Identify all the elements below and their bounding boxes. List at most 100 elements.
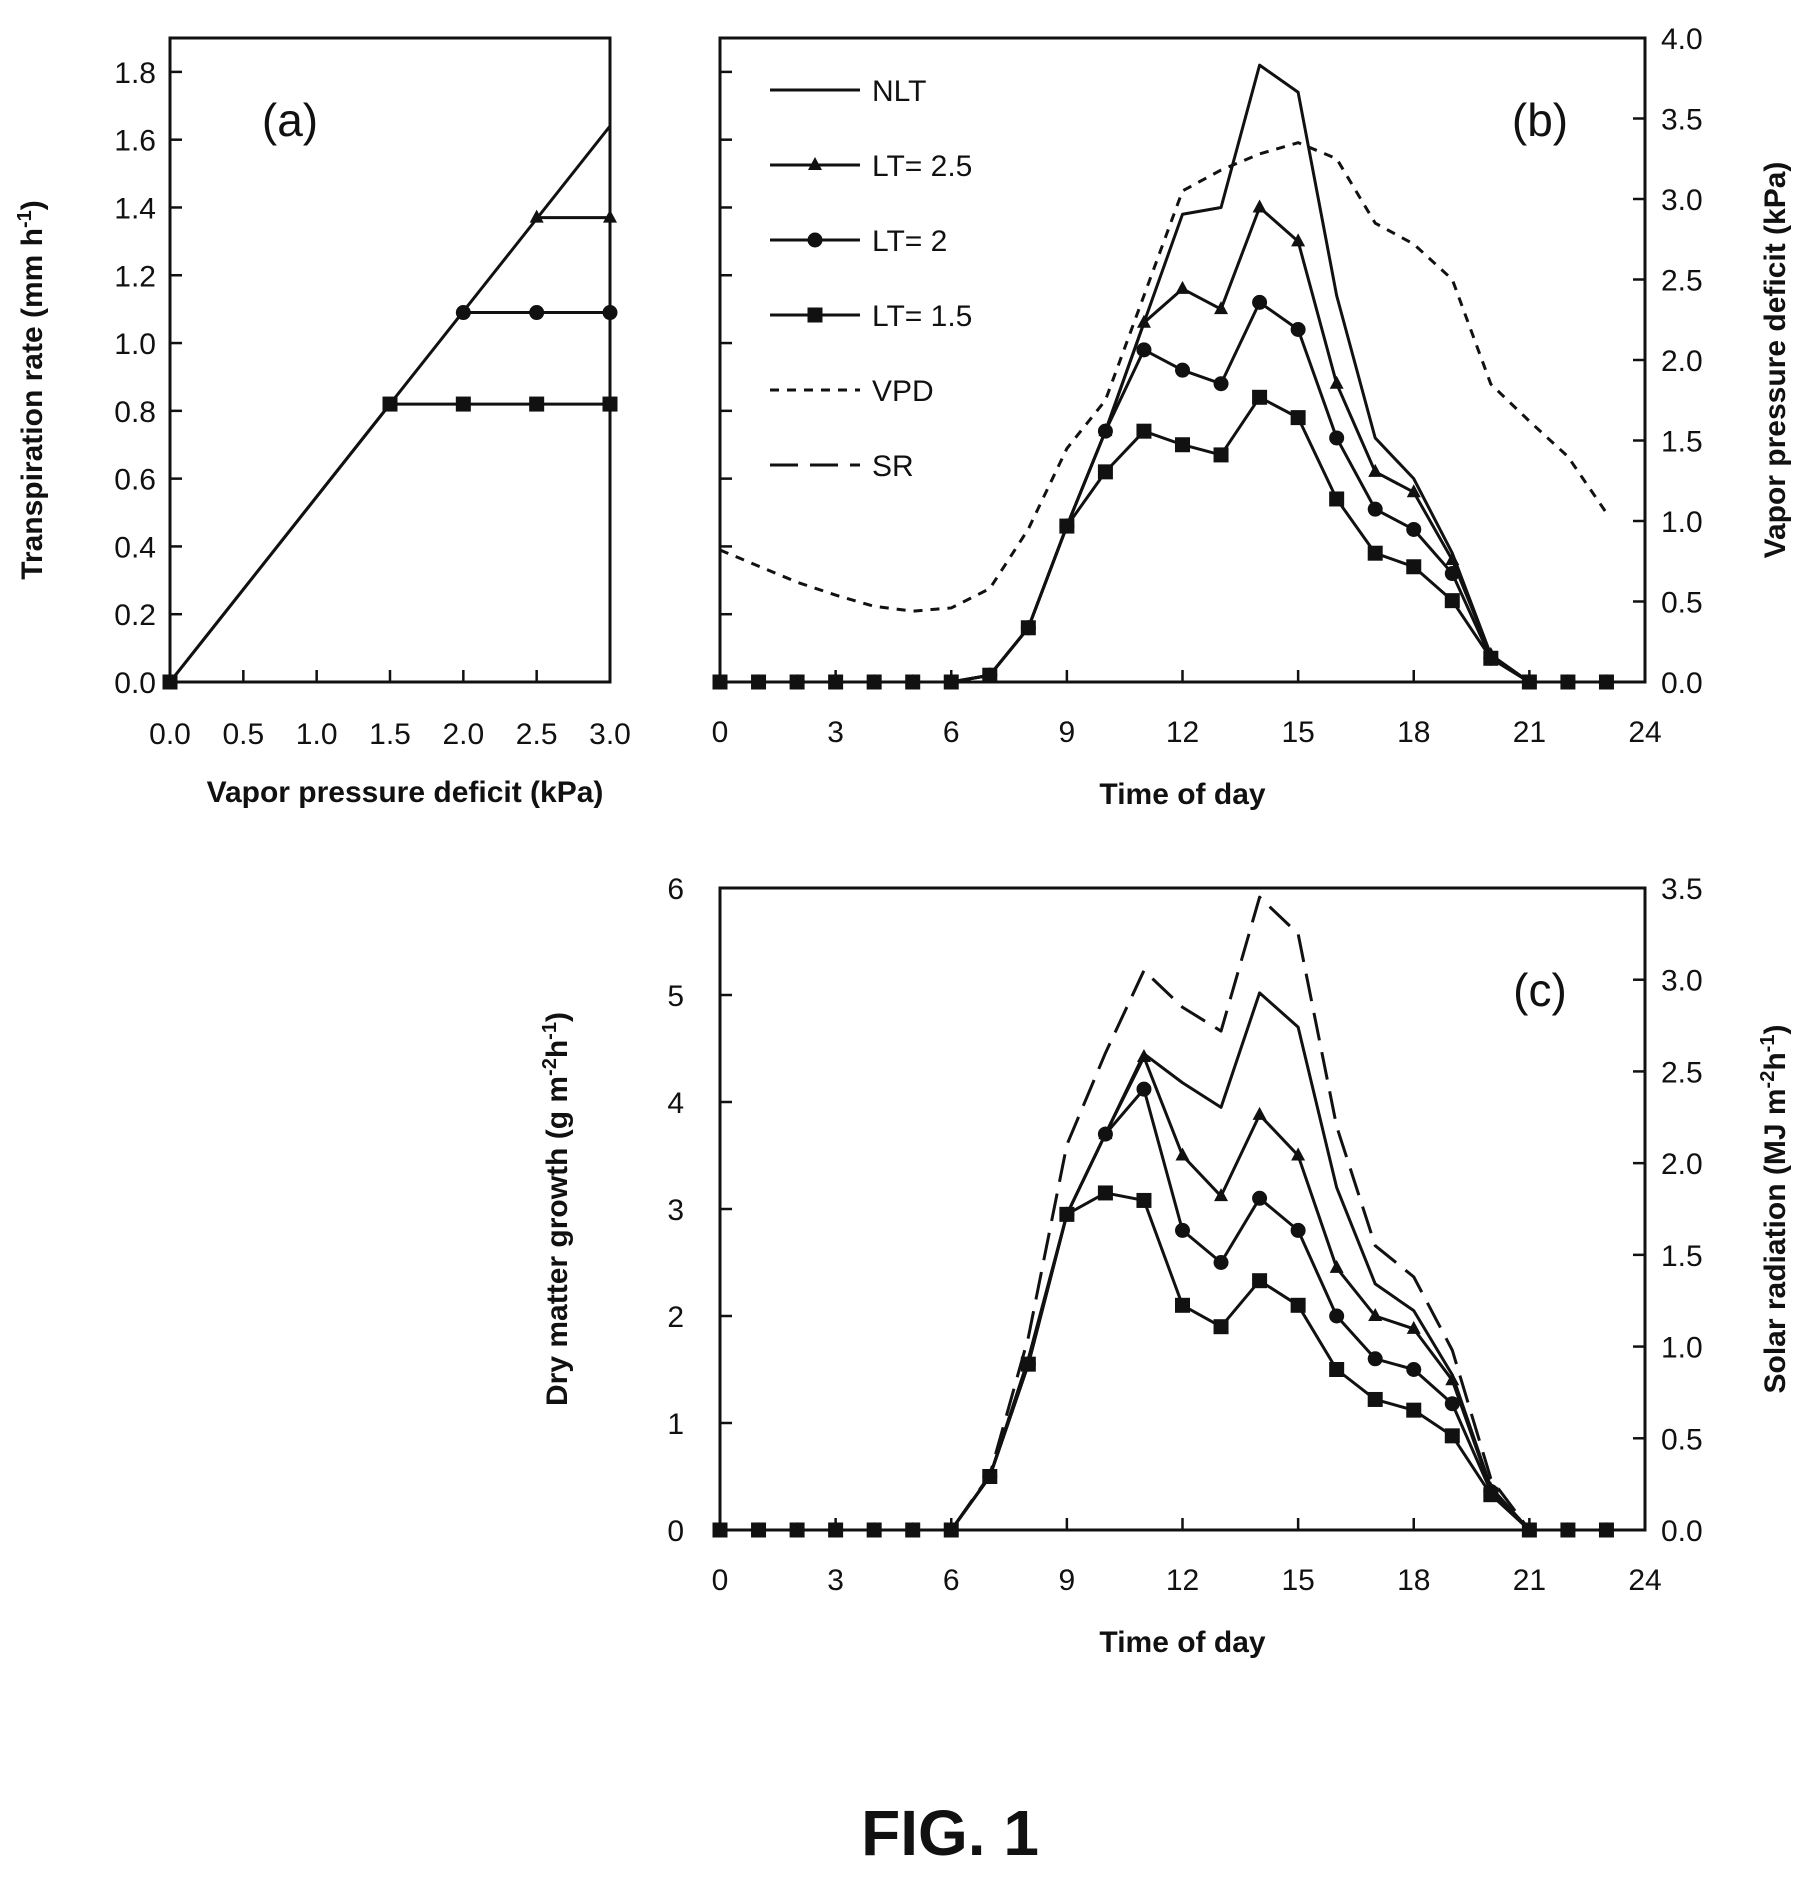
series-LT2-point	[1329, 430, 1344, 445]
series-LT2-point	[1252, 1191, 1267, 1206]
y-tick-label: 1.8	[114, 57, 156, 90]
series-LT25-point	[1253, 199, 1267, 212]
series-LT15-point	[1483, 1487, 1498, 1502]
series-LT15-point	[1483, 651, 1498, 666]
series-LT15-line	[170, 404, 610, 682]
panel-a-chart: 0.00.51.01.52.02.53.00.00.20.40.60.81.01…	[14, 38, 631, 809]
y-right-tick-label: 0.5	[1661, 587, 1703, 620]
series-LT15-point	[1599, 675, 1614, 690]
series-LT2-point	[1445, 1396, 1460, 1411]
series-LT15-line	[720, 1193, 1606, 1530]
series-LT2-point	[1214, 1255, 1229, 1270]
x-tick-label: 3	[827, 1564, 844, 1597]
series-LT15-point	[905, 675, 920, 690]
panel-c-chart: 0369121518212401234560.00.51.01.52.02.53…	[539, 873, 1792, 1659]
y-right-axis-label-part: h	[1759, 1052, 1792, 1070]
x-tick-label: 18	[1397, 716, 1430, 749]
x-tick-label: 2.0	[442, 718, 484, 751]
series-LT15-point	[1329, 491, 1344, 506]
series-LT15-point	[867, 1523, 882, 1538]
x-tick-label: 6	[943, 716, 960, 749]
panel-a-frame	[170, 38, 610, 682]
y-tick-label: 0.6	[114, 464, 156, 497]
x-tick-label: 9	[1059, 716, 1076, 749]
y-right-tick-label: 1.0	[1661, 1332, 1703, 1365]
y-tick-label: 4	[667, 1087, 684, 1120]
y-right-axis-label-part: )	[1759, 1025, 1792, 1035]
panel-c-frame	[720, 888, 1645, 1530]
series-LT15-point	[603, 397, 618, 412]
legend-label: LT= 2.5	[872, 150, 972, 183]
series-LT25-line	[720, 207, 1606, 682]
y-axis-label-part: Transpiration rate (mm h	[16, 228, 49, 580]
series-LT15-point	[713, 675, 728, 690]
series-LT2-point	[1136, 1082, 1151, 1097]
y-right-tick-label: 1.5	[1661, 1240, 1703, 1273]
y-right-tick-label: 4.0	[1661, 23, 1703, 56]
series-LT15-point	[529, 397, 544, 412]
series-LT2-point	[1098, 1127, 1113, 1142]
legend-label: LT= 2	[872, 225, 947, 258]
y-right-axis-label: Solar radiation (MJ m-2h-1)	[1757, 1025, 1792, 1394]
x-tick-label: 24	[1628, 1564, 1661, 1597]
y-axis-label-part: Dry matter growth (g m	[541, 1076, 574, 1406]
series-LT15-point	[1136, 424, 1151, 439]
series-LT2-point	[456, 305, 471, 320]
series-LT15-point	[1406, 1403, 1421, 1418]
y-axis-label: Dry matter growth (g m-2h-1)	[539, 1012, 574, 1406]
series-LT15-point	[1445, 593, 1460, 608]
y-right-tick-label: 2.5	[1661, 1056, 1703, 1089]
y-right-axis-label-part: -2	[1757, 1071, 1779, 1089]
series-LT15-point	[867, 675, 882, 690]
series-LT25-point	[1330, 376, 1344, 389]
legend-label: SR	[872, 450, 914, 483]
series-LT15-point	[1175, 437, 1190, 452]
y-tick-label: 0.0	[114, 667, 156, 700]
y-tick-label: 1.4	[114, 192, 156, 225]
y-axis-label-part: )	[541, 1012, 574, 1022]
figure: 0.00.51.01.52.02.53.00.00.20.40.60.81.01…	[0, 0, 1813, 1884]
legend-marker	[808, 308, 823, 323]
series-LT2-point	[1175, 1223, 1190, 1238]
series-LT15-point	[1522, 675, 1537, 690]
series-LT2-point	[603, 305, 618, 320]
x-axis-label: Vapor pressure deficit (kPa)	[207, 776, 604, 809]
series-LT15-point	[1175, 1298, 1190, 1313]
series-LT15-point	[1214, 1319, 1229, 1334]
series-LT2-line	[720, 302, 1606, 682]
y-tick-label: 1.0	[114, 328, 156, 361]
x-tick-label: 24	[1628, 716, 1661, 749]
y-tick-label: 0	[667, 1515, 684, 1548]
x-tick-label: 0	[712, 716, 729, 749]
series-NLT-line	[720, 65, 1606, 682]
y-right-axis-label: Vapor pressure deficit (kPa)	[1759, 162, 1792, 559]
x-tick-label: 12	[1166, 1564, 1199, 1597]
y-tick-label: 0.8	[114, 396, 156, 429]
series-LT2-point	[1445, 566, 1460, 581]
series-LT15-point	[1059, 519, 1074, 534]
x-tick-label: 3	[827, 716, 844, 749]
y-right-tick-label: 0.0	[1661, 1515, 1703, 1548]
series-LT15-point	[1098, 464, 1113, 479]
series-LT2-point	[1368, 1351, 1383, 1366]
series-LT15-point	[1291, 1298, 1306, 1313]
y-right-tick-label: 0.0	[1661, 667, 1703, 700]
y-tick-label: 0.2	[114, 599, 156, 632]
panel-b-frame	[720, 38, 1645, 682]
y-right-axis-label-part: Solar radiation (MJ m	[1759, 1088, 1792, 1393]
y-axis-label: Transpiration rate (mm h-1)	[14, 200, 49, 580]
legend-label: NLT	[872, 75, 926, 108]
series-LT2-line	[720, 1089, 1606, 1530]
series-LT15-point	[828, 675, 843, 690]
y-right-tick-label: 2.0	[1661, 345, 1703, 378]
series-LT15-line	[720, 397, 1606, 682]
series-LT15-point	[1445, 1428, 1460, 1443]
y-axis-label-part: -1	[14, 210, 36, 228]
panel-c-label: (c)	[1513, 964, 1567, 1016]
y-right-tick-label: 2.5	[1661, 265, 1703, 298]
series-LT15-point	[1560, 675, 1575, 690]
y-tick-label: 0.4	[114, 531, 156, 564]
x-tick-label: 18	[1397, 1564, 1430, 1597]
legend-label: VPD	[872, 375, 934, 408]
series-LT2-point	[1136, 342, 1151, 357]
